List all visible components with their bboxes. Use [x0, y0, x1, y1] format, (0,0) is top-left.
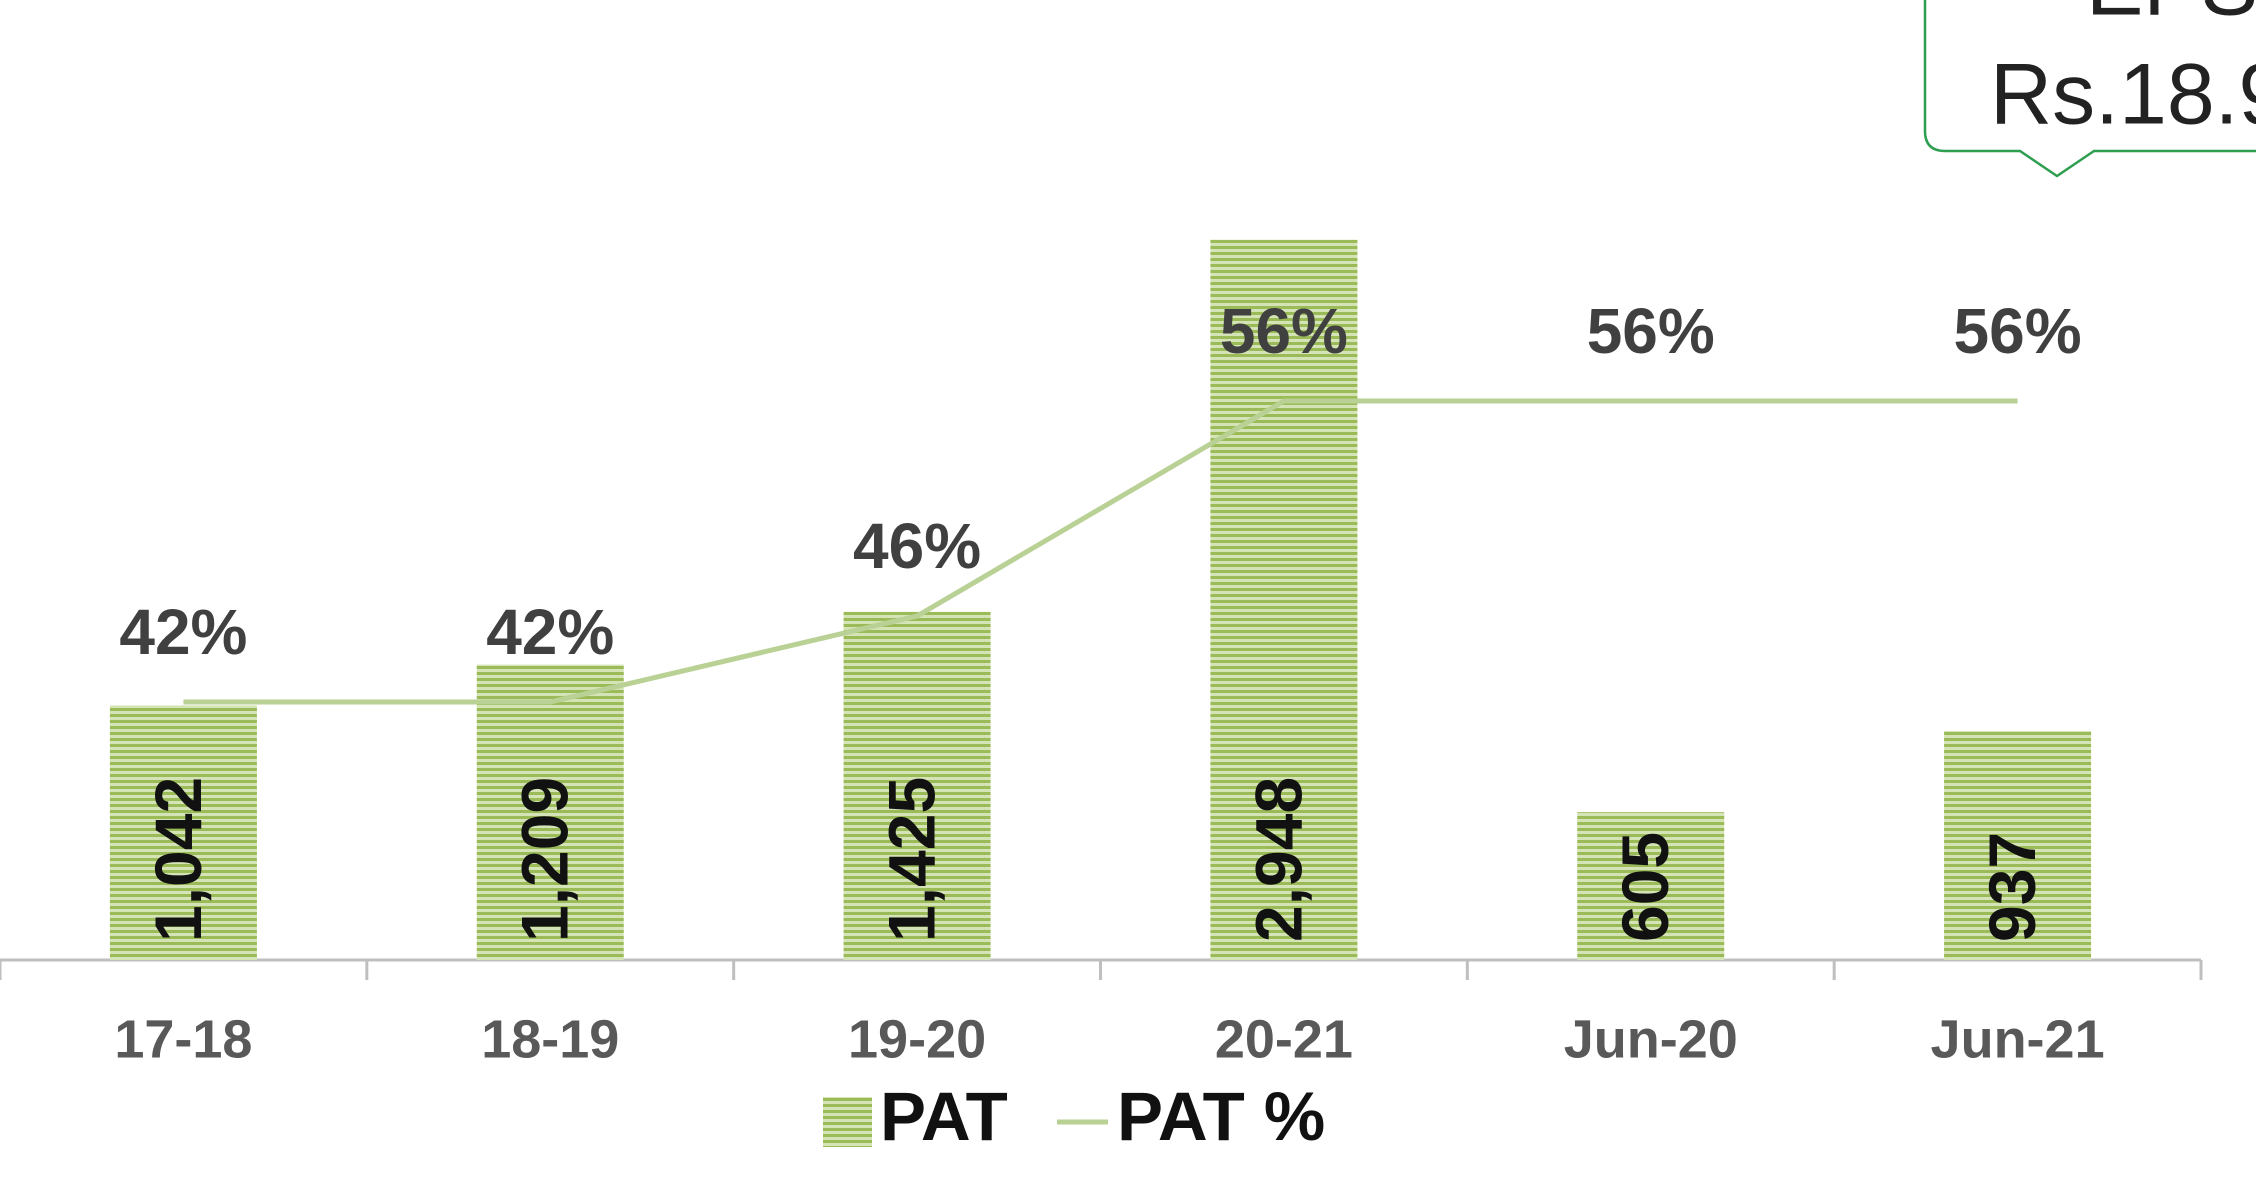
x-tick-label: 20-21	[1215, 1009, 1353, 1069]
bar-value-label: 1,209	[508, 777, 582, 942]
line-value-label: 56%	[1954, 295, 2082, 367]
line-value-label: 42%	[486, 596, 614, 668]
bar	[1210, 239, 1358, 961]
bar-value-label: 1,042	[141, 777, 215, 942]
callout-value: Rs.18.9	[1990, 47, 2256, 143]
x-tick-label: Jun-20	[1564, 1009, 1738, 1069]
callout-box	[1923, 0, 2256, 178]
callout-label: EPS	[2086, 0, 2256, 34]
x-tick-label: 17-18	[114, 1009, 252, 1069]
bar-value-label: 937	[1975, 832, 2049, 942]
legend-label: PAT %	[1117, 1078, 1325, 1155]
bar-value-label: 605	[1608, 832, 1682, 942]
line-value-label: 56%	[1220, 295, 1348, 367]
bar	[109, 705, 257, 960]
x-tick-label: Jun-21	[1931, 1009, 2105, 1069]
bar	[1577, 812, 1725, 960]
bar	[843, 611, 991, 960]
line-value-label: 56%	[1587, 295, 1715, 367]
line-value-label: 46%	[853, 510, 981, 582]
bar	[1944, 731, 2092, 960]
bar-value-label: 1,425	[875, 777, 949, 942]
bar	[476, 664, 624, 960]
bar-value-label: 2,948	[1241, 777, 1315, 942]
legend-swatch	[823, 1097, 872, 1147]
legend-label: PAT	[880, 1078, 1008, 1155]
x-tick-label: 18-19	[481, 1009, 619, 1069]
line	[183, 398, 2018, 705]
line-value-label: 42%	[119, 596, 247, 668]
x-tick-label: 19-20	[848, 1009, 986, 1069]
callout: EPS Rs.18.9	[1923, 0, 2256, 178]
